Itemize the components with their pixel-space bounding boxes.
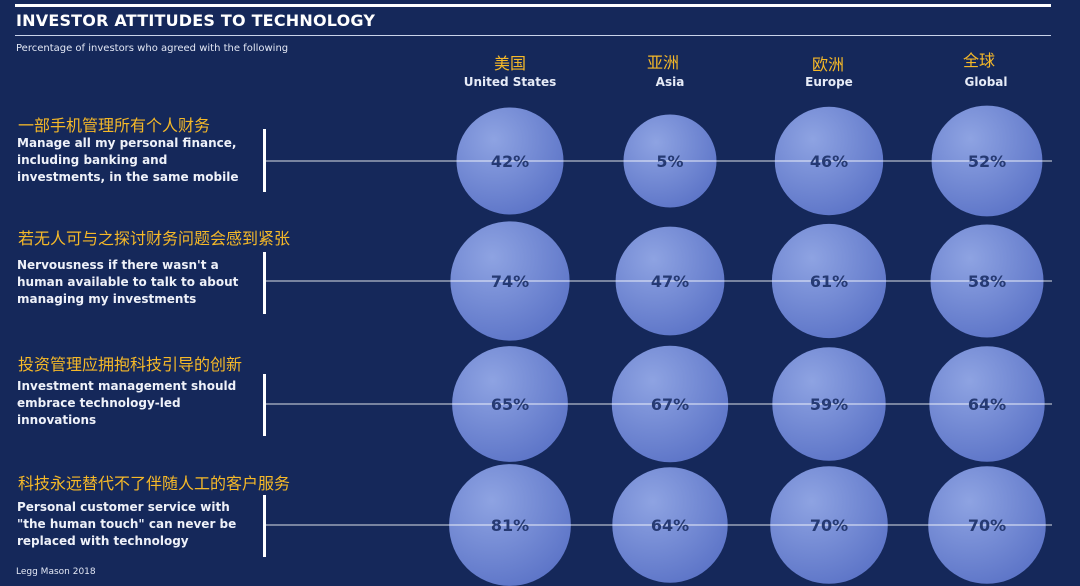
row-marker-3	[263, 374, 266, 436]
chart-subtitle: Percentage of investors who agreed with …	[16, 43, 289, 54]
value-label-r3-c4: 64%	[968, 395, 1006, 414]
value-label-r1-c4: 52%	[968, 152, 1006, 171]
value-label-r2-c1: 74%	[491, 272, 529, 291]
column-header-en-asia: Asia	[655, 75, 685, 89]
title-rule	[15, 35, 1051, 36]
value-label-r4-c3: 70%	[810, 516, 848, 535]
value-label-r2-c3: 61%	[810, 272, 848, 291]
value-label-r4-c4: 70%	[968, 516, 1006, 535]
column-header-zh-asia: 亚洲	[646, 53, 680, 72]
value-label-r1-c1: 42%	[491, 152, 529, 171]
column-header-en-global: Global	[964, 75, 1008, 89]
row-label-en-1: Manage all my personal finance, includin…	[17, 136, 239, 184]
row-label-zh-4: 科技永远替代不了伴随人工的客户服务	[18, 474, 291, 493]
row-label-zh-2: 若无人可与之探讨财务问题会感到紧张	[18, 229, 291, 248]
value-label-r3-c1: 65%	[491, 395, 529, 414]
row-marker-4	[263, 495, 266, 557]
value-label-r4-c2: 64%	[651, 516, 689, 535]
value-label-r3-c2: 67%	[651, 395, 689, 414]
row-marker-2	[263, 252, 266, 314]
chart-source: Legg Mason 2018	[16, 567, 96, 577]
column-header-zh-global: 全球	[962, 51, 996, 70]
column-header-en-europe: Europe	[805, 75, 853, 89]
value-label-r1-c2: 5%	[656, 152, 683, 171]
column-header-en-united-states: United States	[463, 75, 557, 89]
row-marker-1	[263, 129, 266, 192]
value-label-r4-c1: 81%	[491, 516, 529, 535]
value-label-r2-c2: 47%	[651, 272, 689, 291]
chart-title: INVESTOR ATTITUDES TO TECHNOLOGY	[16, 11, 376, 30]
column-header-zh-europe: 欧洲	[811, 55, 845, 74]
row-label-en-2: Nervousness if there wasn't a human avai…	[17, 258, 239, 306]
value-label-r1-c3: 46%	[810, 152, 848, 171]
row-label-zh-3: 投资管理应拥抱科技引导的创新	[18, 355, 243, 374]
value-label-r3-c3: 59%	[810, 395, 848, 414]
value-label-r2-c4: 58%	[968, 272, 1006, 291]
top-rule	[15, 4, 1051, 7]
column-header-zh-united-states: 美国	[493, 54, 527, 73]
row-label-zh-1: 一部手机管理所有个人财务	[18, 116, 211, 135]
row-label-en-4: Personal customer service with "the huma…	[17, 500, 237, 548]
row-label-en-3: Investment management should embrace tec…	[17, 379, 237, 427]
